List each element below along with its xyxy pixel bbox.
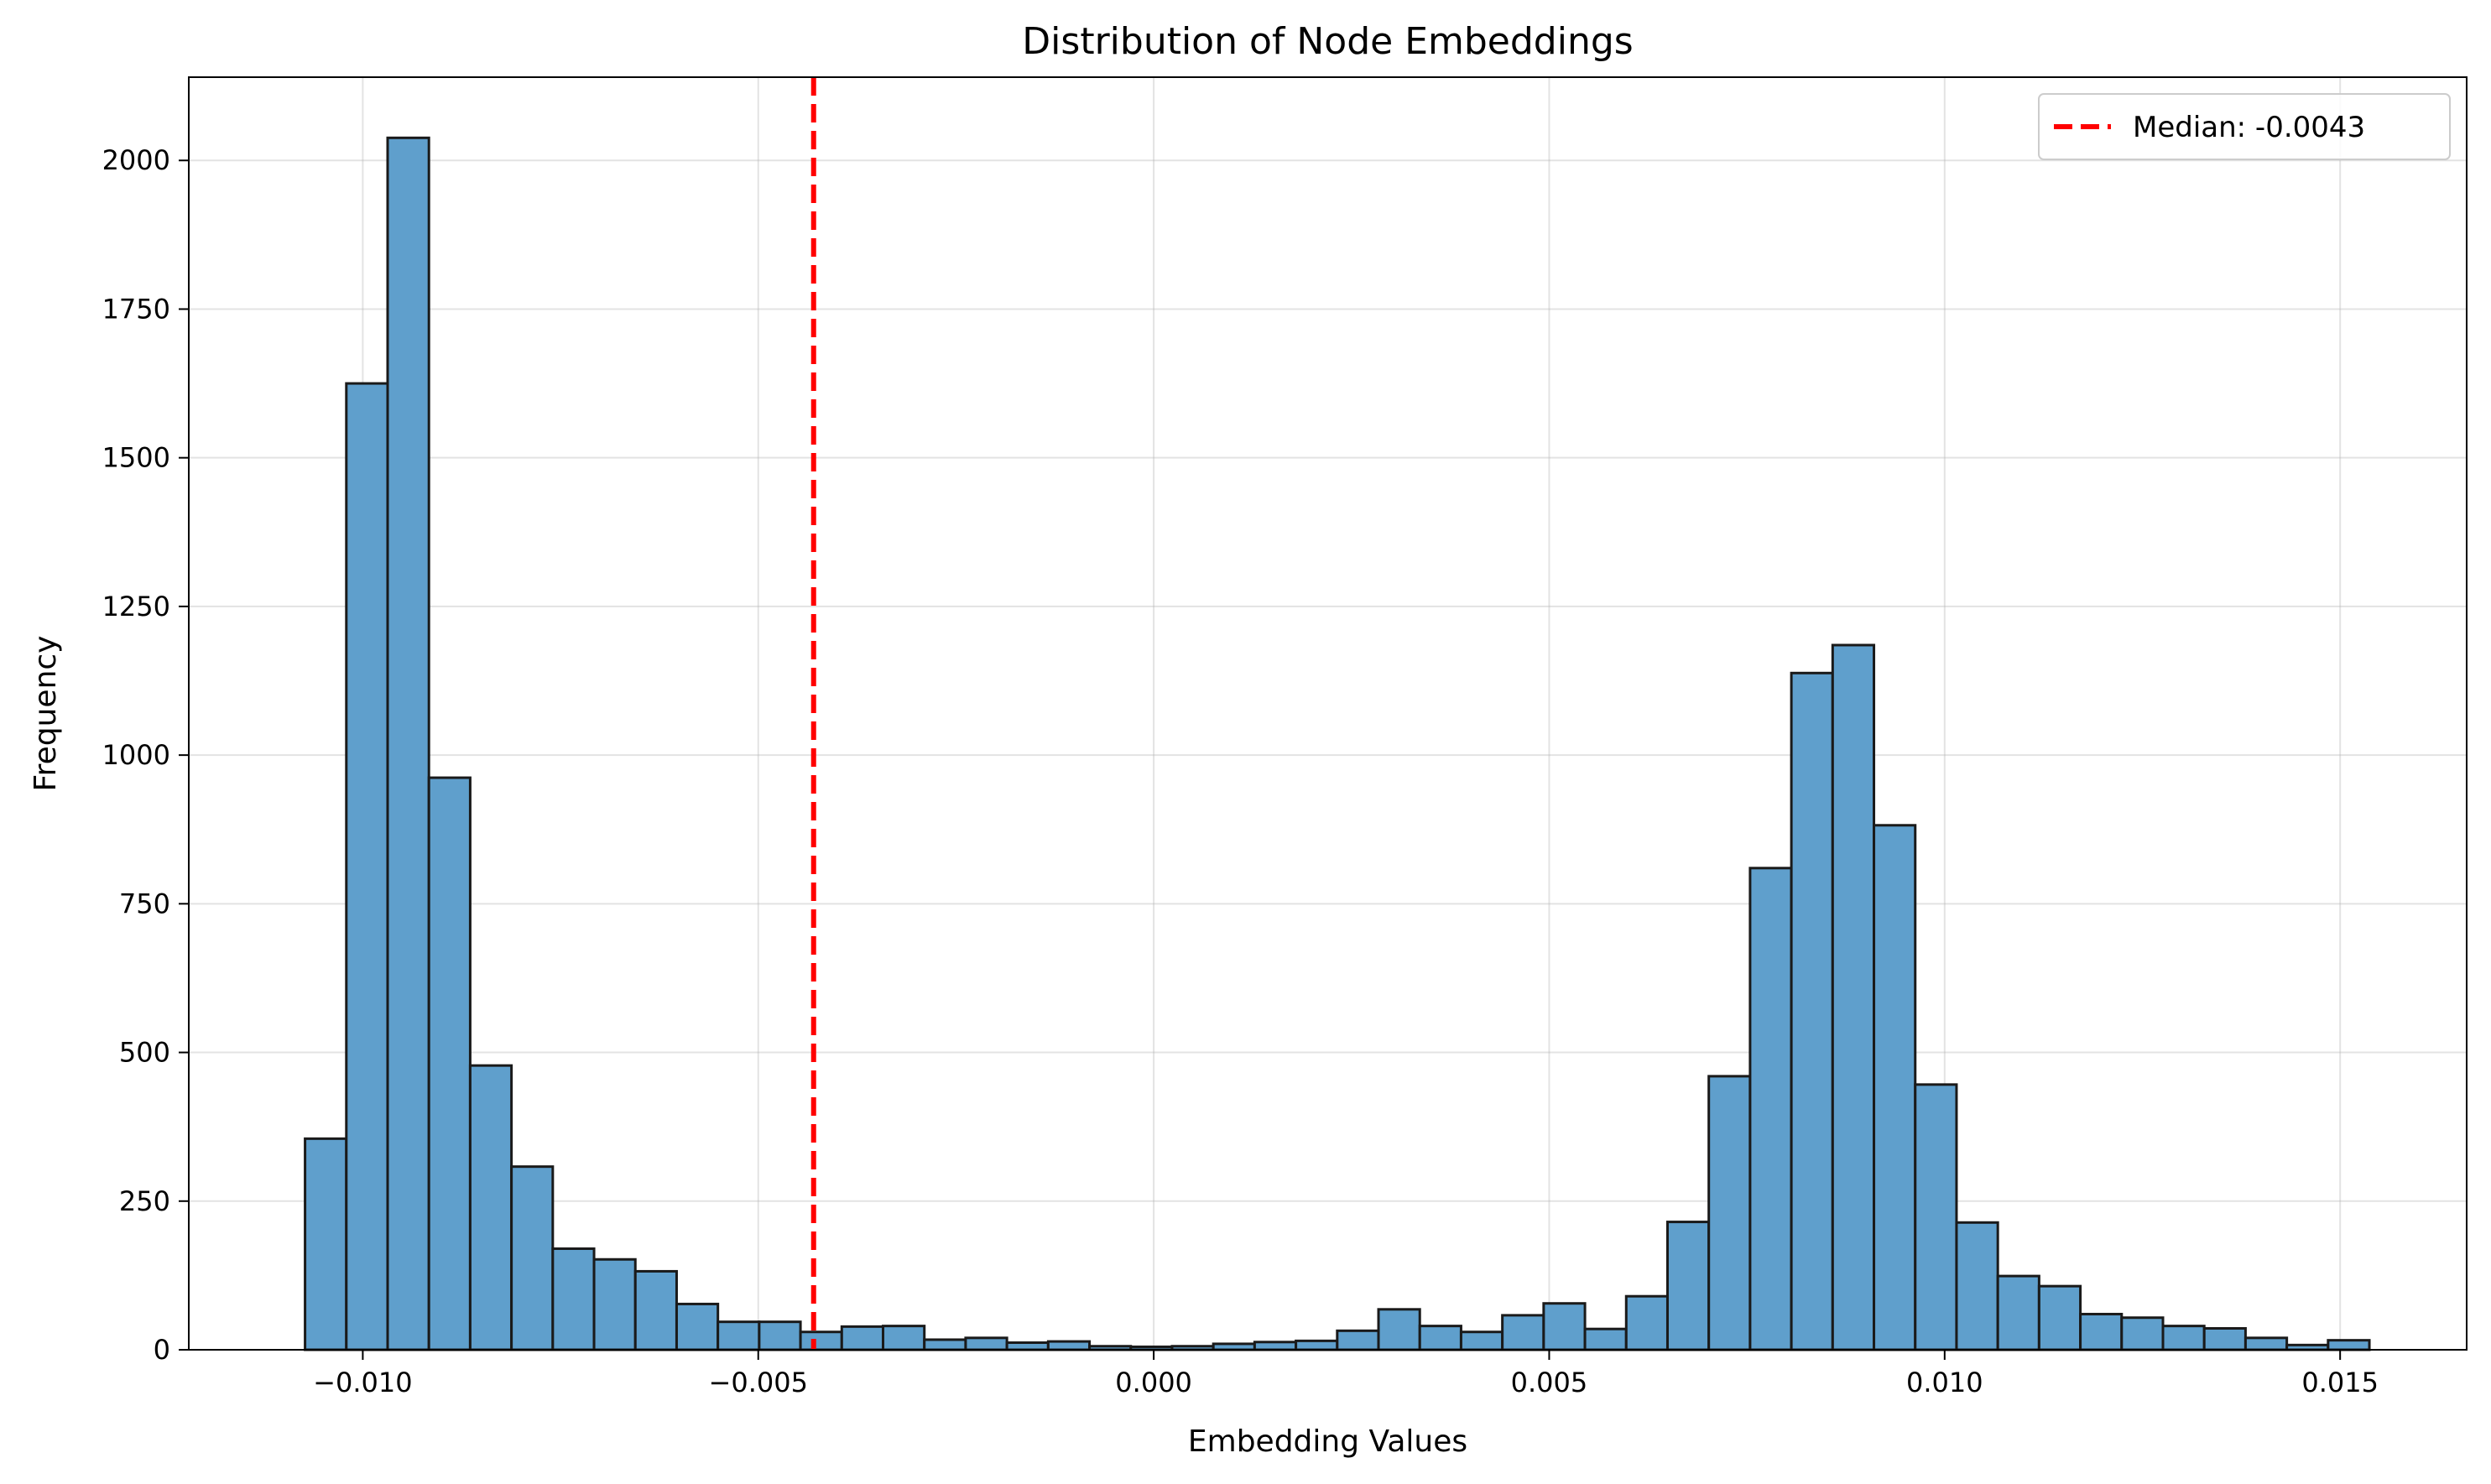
histogram-bar-31 — [1583, 1327, 1628, 1351]
histogram-bar-9 — [675, 1302, 720, 1351]
histogram-bar-11 — [758, 1320, 802, 1351]
legend-box — [2038, 93, 2451, 160]
x-tick-label-2: 0.000 — [1115, 1367, 1192, 1398]
histogram-bar-27 — [1418, 1325, 1462, 1351]
x-tick-label-3: 0.005 — [1511, 1367, 1588, 1398]
y-tick-label-0: 0 — [154, 1334, 170, 1366]
histogram-bar-0 — [304, 1137, 348, 1351]
axes-frame — [188, 76, 2468, 1351]
histogram-bar-16 — [964, 1336, 1008, 1351]
histogram-bar-33 — [1665, 1221, 1711, 1351]
histogram-bar-14 — [882, 1325, 926, 1351]
y-tick-label-1: 250 — [119, 1185, 170, 1217]
y-axis-ticks: 0 250 500 750 1000 1250 1500 1750 2000 — [102, 144, 189, 1366]
histogram-bar-44 — [2120, 1316, 2165, 1351]
y-tick-label-2: 500 — [119, 1037, 170, 1069]
histogram-bar-10 — [717, 1320, 761, 1351]
x-tick-label-0: −0.010 — [313, 1367, 412, 1398]
histogram-bar-47 — [2243, 1336, 2289, 1351]
y-tick-label-6: 1500 — [102, 442, 170, 474]
histogram-bar-3 — [427, 776, 472, 1351]
histogram-bar-26 — [1377, 1308, 1421, 1351]
histogram-bar-42 — [2037, 1284, 2082, 1351]
x-tick-label-4: 0.010 — [1906, 1367, 1983, 1398]
histogram-bar-32 — [1624, 1294, 1669, 1351]
histogram-bar-24 — [1295, 1339, 1339, 1351]
histogram-bar-43 — [2079, 1312, 2124, 1351]
histogram-bar-41 — [1996, 1274, 2040, 1351]
histogram-bar-28 — [1459, 1330, 1504, 1351]
x-axis-label: Embedding Values — [1188, 1424, 1467, 1459]
histogram-bar-37 — [1831, 643, 1876, 1351]
histogram-bar-13 — [840, 1325, 885, 1351]
histogram-bar-35 — [1748, 867, 1793, 1351]
y-tick-label-3: 750 — [119, 888, 170, 919]
histogram-bar-34 — [1707, 1075, 1752, 1351]
x-axis-ticks: −0.010 −0.005 0.000 0.005 0.010 0.015 — [313, 1350, 2379, 1398]
histogram-bar-1 — [345, 382, 389, 1351]
histogram-bar-45 — [2161, 1325, 2206, 1351]
histogram-bar-2 — [386, 136, 430, 1351]
histogram-bar-7 — [592, 1257, 637, 1351]
histogram-bar-17 — [1005, 1341, 1050, 1351]
histogram-bar-46 — [2202, 1326, 2247, 1351]
histogram-bar-15 — [923, 1338, 967, 1351]
histogram-bar-22 — [1212, 1342, 1256, 1351]
y-tick-label-7: 1750 — [102, 293, 170, 325]
histogram-bar-36 — [1790, 671, 1834, 1351]
histogram-bar-30 — [1542, 1302, 1587, 1351]
grid — [189, 77, 2467, 1351]
histogram-bar-18 — [1046, 1340, 1092, 1351]
histogram-bar-29 — [1501, 1314, 1545, 1351]
histogram-bar-4 — [468, 1064, 513, 1351]
y-tick-label-8: 2000 — [102, 144, 170, 176]
histogram-bar-5 — [510, 1165, 555, 1351]
histogram-bar-23 — [1253, 1341, 1298, 1351]
histogram-bar-40 — [1955, 1221, 1999, 1351]
x-tick-label-1: −0.005 — [709, 1367, 808, 1398]
y-axis-label: Frequency — [29, 636, 63, 792]
histogram-bar-49 — [2327, 1339, 2371, 1351]
legend-label-0: Median: -0.0043 — [2133, 111, 2365, 144]
histogram-bar-25 — [1336, 1329, 1380, 1351]
histogram-bar-6 — [551, 1247, 596, 1351]
y-tick-label-5: 1250 — [102, 591, 170, 622]
x-tick-label-5: 0.015 — [2301, 1367, 2379, 1398]
histogram-bar-8 — [633, 1269, 678, 1351]
chart-title: Distribution of Node Embeddings — [1022, 20, 1633, 63]
histogram-bar-38 — [1873, 824, 1917, 1351]
histogram-bar-12 — [799, 1330, 843, 1351]
y-tick-label-4: 1000 — [102, 739, 170, 771]
histogram-bars — [304, 136, 2371, 1351]
histogram-bar-39 — [1914, 1083, 1958, 1351]
legend: Median: -0.0043 — [2038, 93, 2451, 160]
